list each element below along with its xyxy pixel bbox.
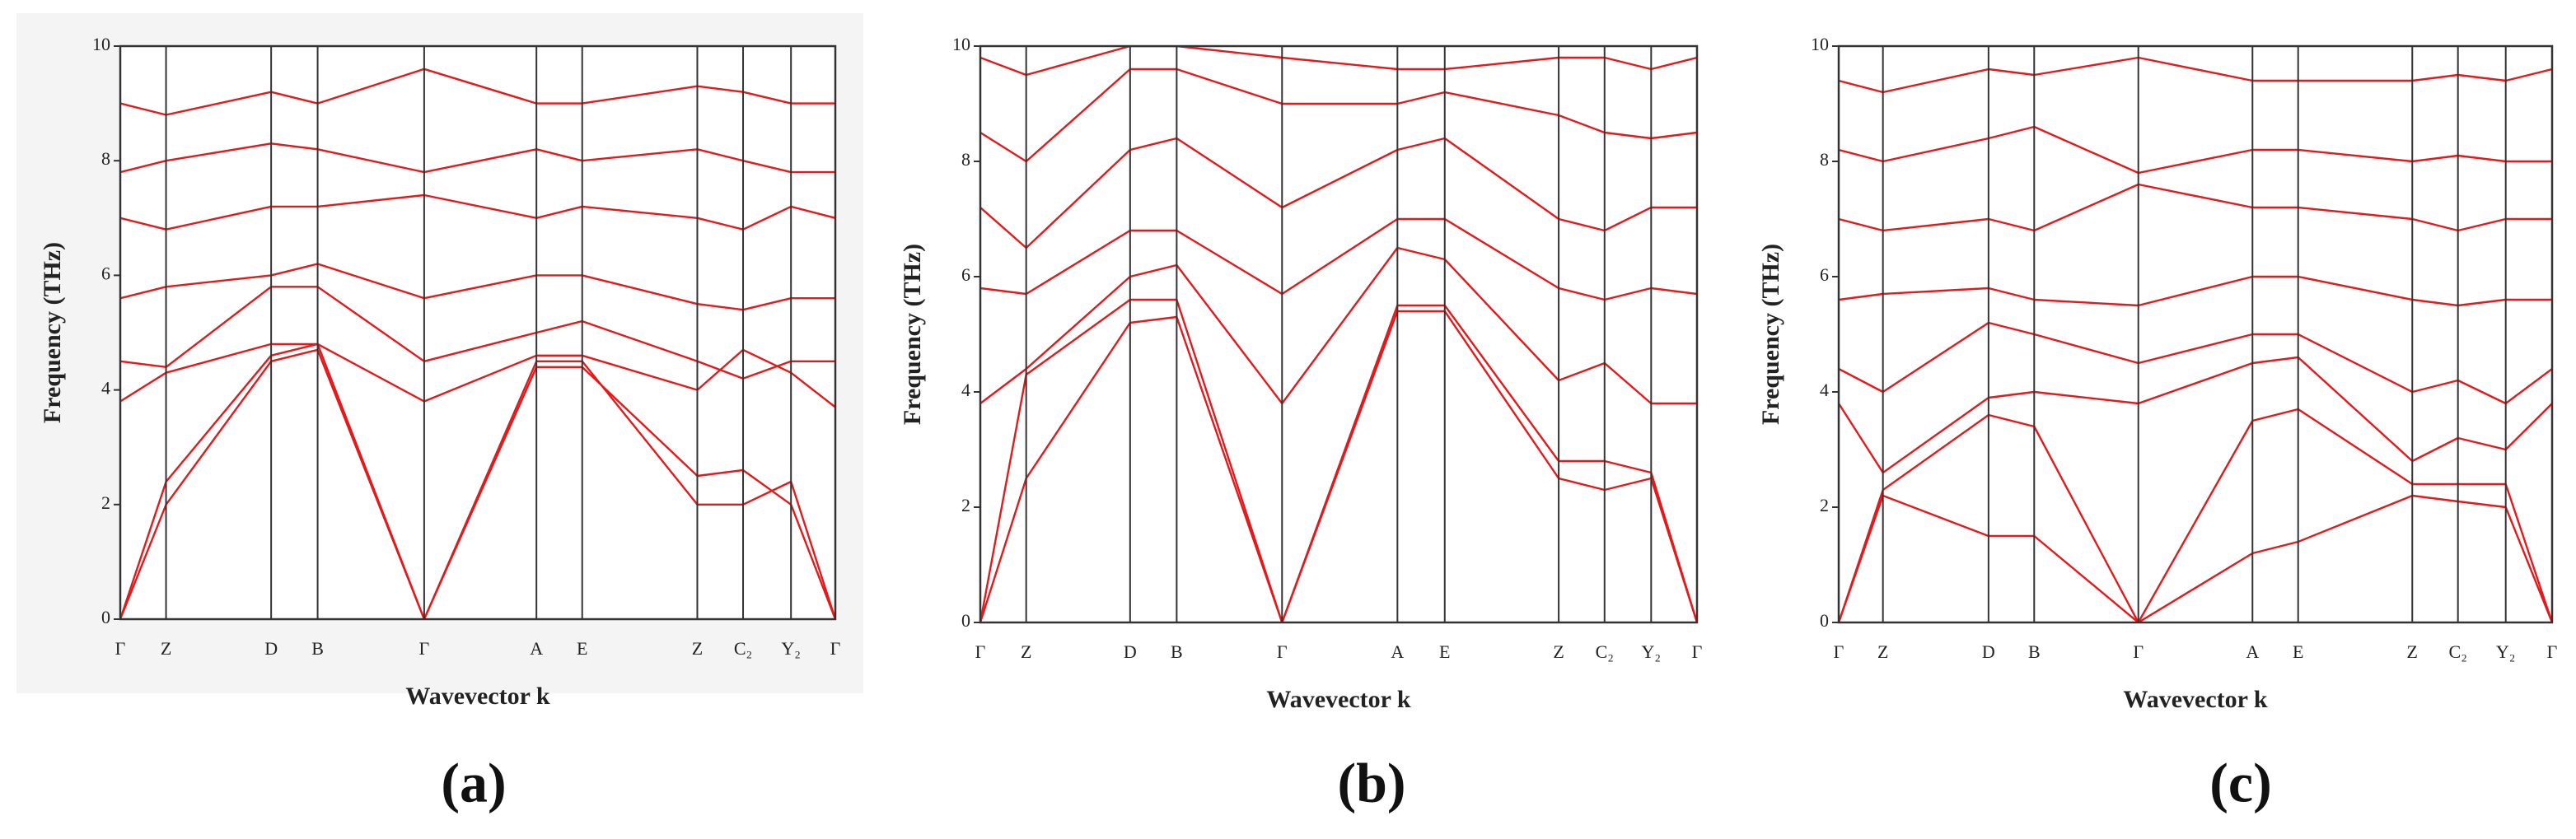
x-tick-label: Z [1553, 641, 1564, 662]
y-tick-label: 0 [961, 610, 970, 631]
plot-frame [1837, 44, 2554, 624]
panel-caption: (c) [2209, 752, 2271, 814]
x-tick-label: Z [1021, 641, 1031, 662]
y-tick-label: 6 [961, 264, 970, 285]
plot-frame [119, 44, 837, 621]
x-tick-label: Γ [419, 638, 430, 659]
x-axis-title: Wavevector k [405, 683, 550, 710]
x-tick-label: Γ [2133, 641, 2144, 662]
y-tick-label: 2 [101, 492, 110, 513]
x-tick-label: D [1982, 641, 1995, 662]
x-tick-label: Γ [830, 638, 841, 659]
x-tick-label: Y₂ [781, 638, 801, 659]
y-tick-label: 6 [1820, 264, 1829, 285]
x-tick-label: Γ [1277, 641, 1288, 662]
x-tick-label: Γ [1692, 641, 1703, 662]
x-tick-label: Y₂ [1642, 641, 1662, 662]
y-tick-label: 8 [961, 149, 970, 170]
x-tick-label: Z [2407, 641, 2418, 662]
plot-area [1839, 46, 2552, 622]
plot-area [120, 46, 835, 619]
x-tick-label: D [1124, 641, 1137, 662]
y-axis-title: Frequency (THz) [1757, 244, 1784, 425]
y-tick-label: 8 [1820, 149, 1829, 170]
x-tick-label: Z [692, 638, 703, 659]
y-tick-label: 8 [101, 148, 110, 169]
y-tick-label: 2 [1820, 495, 1829, 515]
y-axis-title: Frequency (THz) [899, 244, 926, 425]
x-tick-label: Γ [1834, 641, 1844, 662]
y-tick-label: 10 [952, 34, 970, 54]
x-tick-label: Γ [2547, 641, 2558, 662]
y-axis-title: Frequency (THz) [39, 242, 66, 423]
x-tick-label: A [530, 638, 543, 659]
x-tick-label: Γ [115, 638, 126, 659]
x-tick-label: Γ [975, 641, 986, 662]
panel-caption: (b) [1337, 752, 1405, 814]
x-tick-label: E [2293, 641, 2303, 662]
y-tick-label: 2 [961, 495, 970, 515]
y-tick-label: 10 [1811, 34, 1829, 54]
y-tick-label: 4 [101, 378, 110, 399]
x-tick-label: B [1171, 641, 1183, 662]
x-tick-label: Z [161, 638, 171, 659]
plot-frame [979, 44, 1699, 624]
x-tick-label: E [1439, 641, 1450, 662]
x-tick-label: A [1391, 641, 1404, 662]
y-tick-label: 4 [1820, 380, 1829, 400]
x-tick-label: D [264, 638, 278, 659]
x-tick-label: Y₂ [2496, 641, 2516, 662]
x-tick-label: C₂ [2449, 641, 2467, 662]
x-axis-title: Wavevector k [1266, 686, 1411, 713]
x-tick-label: B [311, 638, 324, 659]
x-tick-label: C₂ [734, 638, 752, 659]
y-tick-label: 0 [101, 607, 110, 627]
y-tick-label: 0 [1820, 610, 1829, 631]
x-axis-title: Wavevector k [2123, 686, 2268, 713]
x-tick-label: C₂ [1596, 641, 1614, 662]
plot-area [980, 46, 1697, 622]
y-tick-label: 4 [961, 380, 970, 400]
x-tick-label: Z [1877, 641, 1888, 662]
y-tick-label: 10 [92, 34, 110, 54]
x-tick-label: A [2246, 641, 2259, 662]
x-tick-label: B [2028, 641, 2041, 662]
x-tick-label: E [577, 638, 587, 659]
y-tick-label: 6 [101, 263, 110, 283]
panel-caption: (a) [441, 752, 506, 814]
